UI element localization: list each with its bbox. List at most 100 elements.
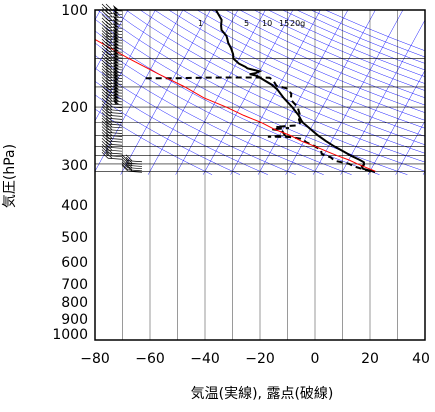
wind-barb-feather bbox=[105, 3, 113, 11]
wind-barb-feather bbox=[101, 132, 109, 139]
wind-barb-pennant bbox=[113, 69, 119, 75]
isotherm-line bbox=[340, 19, 425, 175]
mixing-ratio-label: 5 bbox=[244, 19, 249, 28]
wind-barb-feather bbox=[101, 141, 109, 148]
wind-barb-feather bbox=[105, 74, 113, 81]
wind-barb-staff bbox=[107, 157, 123, 160]
wind-barb-feather bbox=[105, 44, 113, 52]
x-tick-label: −80 bbox=[80, 351, 110, 367]
wind-barb-feather bbox=[101, 27, 109, 34]
wind-barb-feather bbox=[105, 68, 113, 75]
dry-adiabat-line bbox=[111, 10, 425, 163]
wind-barb bbox=[101, 35, 123, 44]
guide-lines bbox=[95, 10, 425, 175]
isotherm-line bbox=[395, 120, 425, 175]
y-tick-label: 700 bbox=[61, 277, 88, 293]
wind-barb-feather bbox=[101, 54, 109, 61]
wind-barb-feather bbox=[101, 129, 109, 136]
isotherm-line bbox=[175, 10, 266, 175]
wind-barb-feather bbox=[101, 33, 109, 40]
wind-barb-feather bbox=[105, 132, 113, 139]
dry-adiabat-line bbox=[239, 10, 425, 91]
wind-barb-feather bbox=[105, 88, 113, 96]
mixing-ratio-label: 15 bbox=[279, 19, 289, 28]
wind-barb-feather bbox=[105, 71, 113, 78]
wind-barb-feather bbox=[105, 54, 113, 61]
dry-adiabat-line bbox=[95, 81, 268, 175]
wind-barb-feather bbox=[105, 38, 113, 46]
wind-barb-pennant bbox=[113, 18, 119, 24]
wind-barb-pennant bbox=[113, 84, 119, 90]
dewpoint-line bbox=[145, 76, 373, 173]
wind-barb-feather bbox=[105, 143, 113, 151]
wind-barb-feather bbox=[101, 41, 109, 49]
wind-barb-feather bbox=[101, 38, 109, 46]
wind-barb bbox=[101, 134, 123, 143]
wind-barb-pennant bbox=[113, 49, 119, 55]
wind-barb-feather bbox=[105, 97, 113, 105]
wind-barb-feather bbox=[105, 14, 113, 21]
wind-barb bbox=[101, 109, 123, 117]
wind-barb-feather bbox=[105, 117, 113, 125]
wind-barb-pennant bbox=[113, 81, 119, 87]
wind-barb bbox=[101, 83, 123, 91]
wind-barb-feather bbox=[101, 24, 109, 31]
wind-barb-pennant bbox=[113, 22, 119, 28]
y-tick-label: 300 bbox=[61, 158, 88, 174]
wind-barb-feather bbox=[121, 163, 129, 171]
isotherm-line bbox=[95, 10, 101, 21]
wind-barb-feather bbox=[105, 149, 113, 156]
wind-barb-pennant bbox=[113, 11, 119, 17]
wind-barb bbox=[101, 126, 123, 134]
mixing-ratio-labels: 1 5 10 15 20g bbox=[198, 19, 305, 28]
wind-barb-feather bbox=[101, 109, 109, 116]
wind-barb-feather bbox=[105, 59, 113, 67]
wind-barb-feather bbox=[105, 115, 113, 122]
wind-barb-feather bbox=[101, 97, 109, 105]
wind-barb-feather bbox=[101, 21, 109, 28]
y-tick-label: 200 bbox=[61, 100, 88, 116]
wind-barb-feather bbox=[105, 47, 113, 55]
wind-barb-staff bbox=[107, 155, 123, 158]
wind-barb-feather bbox=[101, 123, 109, 130]
wind-barb-feather bbox=[101, 88, 109, 96]
wind-barb-staff bbox=[107, 140, 123, 143]
wind-barb-staff bbox=[107, 115, 123, 117]
wind-barb-feather bbox=[101, 149, 109, 156]
dry-adiabat-line bbox=[296, 10, 425, 64]
wind-barb-feather bbox=[105, 57, 113, 64]
wind-barb-staff bbox=[107, 135, 123, 137]
wind-barb-feather bbox=[125, 156, 133, 164]
wind-barb-feather bbox=[105, 151, 113, 159]
wind-barb bbox=[121, 165, 143, 173]
wind-barb-pennant bbox=[113, 42, 119, 48]
wind-barb bbox=[101, 100, 123, 109]
wind-barb-pennant bbox=[113, 87, 119, 93]
wind-barb-staff bbox=[107, 112, 123, 114]
wind-barb-feather bbox=[101, 100, 109, 108]
wind-barb bbox=[101, 123, 123, 132]
y-tick-label: 600 bbox=[61, 255, 88, 271]
wind-barb bbox=[121, 154, 143, 163]
wind-barb-feather bbox=[105, 77, 113, 84]
wind-barb-feather bbox=[121, 156, 129, 164]
wind-barb-pennant bbox=[113, 46, 119, 52]
wind-barb-staff bbox=[107, 132, 123, 134]
wind-barb-feather bbox=[101, 47, 109, 55]
wind-barb-feather bbox=[105, 120, 113, 128]
wind-barb-feather bbox=[105, 100, 113, 108]
series-lines bbox=[95, 10, 376, 173]
wind-barb-pennant bbox=[113, 75, 119, 81]
wind-barb-feather bbox=[101, 35, 109, 43]
mixing-ratio-label: 1 bbox=[198, 19, 203, 28]
y-tick-label: 800 bbox=[61, 295, 88, 311]
wind-barb-staff bbox=[107, 118, 123, 120]
isotherm-line bbox=[95, 10, 129, 71]
wind-barb-pennant bbox=[113, 58, 119, 64]
x-tick-labels: −80 −60 −40 −20 0 20 40 bbox=[80, 351, 430, 367]
y-tick-label: 400 bbox=[61, 198, 88, 214]
wind-barb-feather bbox=[101, 59, 109, 67]
dry-adiabat-line bbox=[253, 10, 425, 84]
wind-barb-feather bbox=[105, 109, 113, 116]
